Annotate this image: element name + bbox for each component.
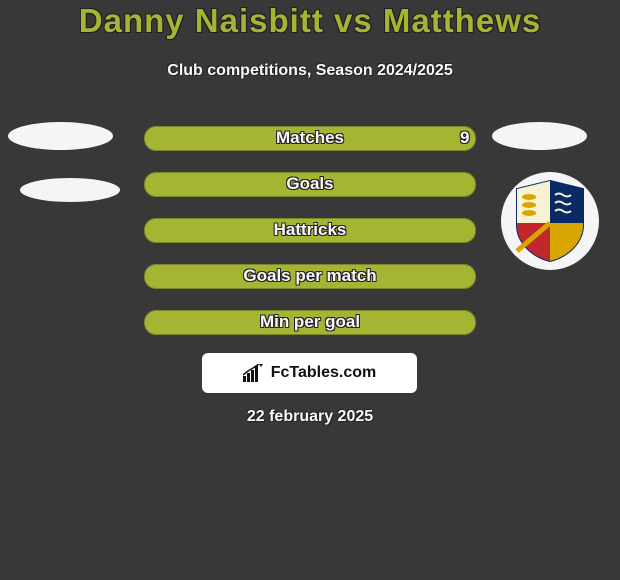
comparison-infographic: Danny Naisbitt vs Matthews Club competit… bbox=[0, 0, 620, 580]
stat-label-goals-per-match: Goals per match bbox=[0, 266, 620, 286]
brand-label: FcTables.com bbox=[271, 364, 377, 382]
date-line: 22 february 2025 bbox=[0, 408, 620, 426]
stat-label-goals: Goals bbox=[0, 174, 620, 194]
subtitle: Club competitions, Season 2024/2025 bbox=[0, 62, 620, 80]
page-title: Danny Naisbitt vs Matthews bbox=[0, 2, 620, 40]
brand-box: FcTables.com bbox=[202, 353, 417, 393]
stat-label-min-per-goal: Min per goal bbox=[0, 312, 620, 332]
stat-value-matches-right: 9 bbox=[460, 128, 469, 148]
stat-label-hattricks: Hattricks bbox=[0, 220, 620, 240]
stat-label-matches: Matches bbox=[0, 128, 620, 148]
bar-chart-icon bbox=[243, 364, 265, 382]
